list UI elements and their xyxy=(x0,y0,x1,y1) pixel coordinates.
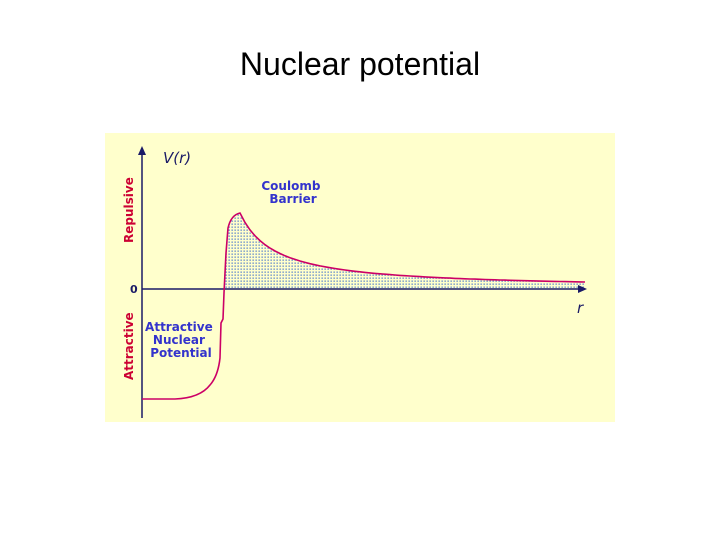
nuclear-potential-label-line-2: Nuclear xyxy=(153,333,205,347)
y-axis-label: V(r) xyxy=(163,149,191,167)
x-axis-arrowhead xyxy=(578,285,587,293)
slide-title: Nuclear potential xyxy=(239,46,481,82)
nuclear-potential-label-line-3: Potential xyxy=(150,346,212,360)
repulsive-label: Repulsive xyxy=(122,177,136,243)
potential-curve xyxy=(142,212,586,400)
nuclear-potential-diagram: V(r) r 0 Repulsive Attractive Coulomb Ba… xyxy=(105,133,615,422)
x-axis-label: r xyxy=(577,299,584,317)
coulomb-barrier-label-line-1: Coulomb xyxy=(261,179,320,193)
nuclear-potential-label: Attractive Nuclear Potential xyxy=(145,320,217,360)
coulomb-barrier-label-line-2: Barrier xyxy=(269,192,316,206)
attractive-label: Attractive xyxy=(122,312,136,380)
coulomb-barrier-region xyxy=(224,213,585,289)
zero-label: 0 xyxy=(130,283,138,296)
nuclear-potential-label-line-1: Attractive xyxy=(145,320,213,334)
coulomb-barrier-label: Coulomb Barrier xyxy=(261,179,324,206)
y-axis-arrowhead xyxy=(138,146,146,155)
